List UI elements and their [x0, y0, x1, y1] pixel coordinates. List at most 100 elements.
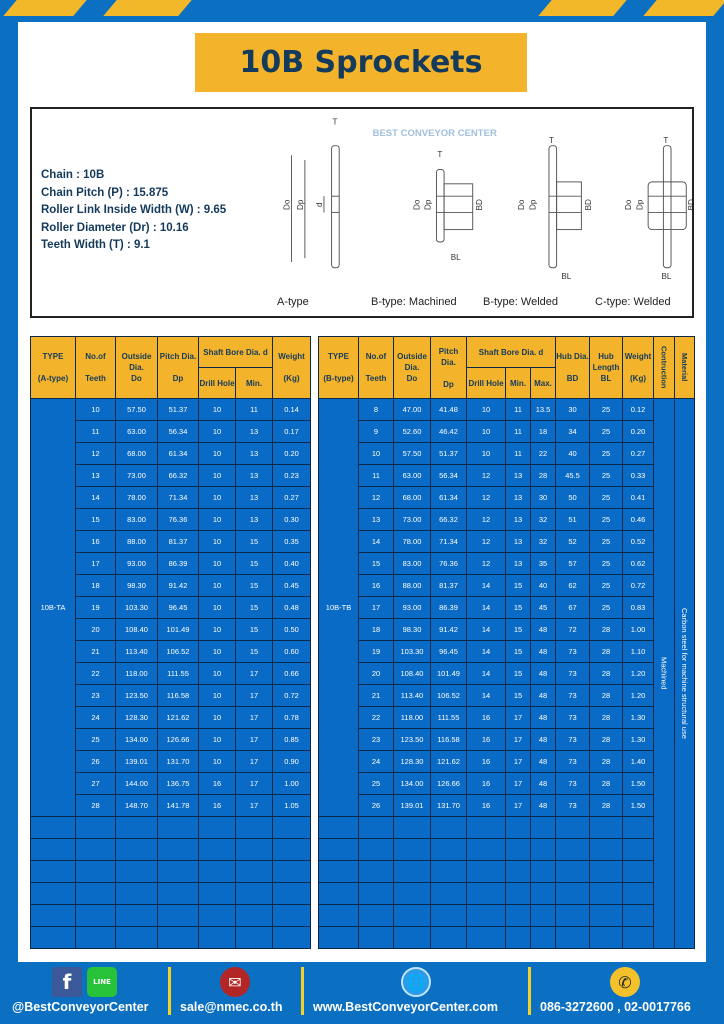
pitch-dia-cell: 51.37: [157, 398, 199, 421]
pitch-dia-cell: 76.36: [157, 508, 199, 531]
teeth-cell: 12: [75, 442, 116, 465]
empty-cell: [75, 816, 116, 839]
email-link[interactable]: sale@nmec.co.th: [180, 1000, 283, 1014]
spec-chain: Chain : 10B: [41, 169, 105, 181]
weight-cell: 0.45: [272, 574, 312, 597]
min-bore-cell: 15: [505, 684, 531, 707]
empty-cell: [466, 860, 506, 883]
empty-cell: [589, 816, 624, 839]
empty-cell: [430, 926, 467, 949]
drill-hole-cell: 10: [198, 574, 236, 597]
empty-cell: [198, 860, 236, 883]
divider: [301, 967, 304, 1015]
empty-cell: [555, 816, 591, 839]
weight-cell: 1.50: [622, 794, 655, 817]
type-cell: 10B-TA: [30, 398, 76, 817]
table-row: 28 148.70 141.78 16 17 1.05: [31, 794, 312, 817]
drill-hole-cell: 10: [198, 420, 236, 443]
outside-dia-cell: 98.30: [115, 574, 158, 597]
min-bore-cell: 13: [505, 486, 531, 509]
empty-cell: [555, 860, 591, 883]
empty-cell: [622, 904, 655, 927]
caption-c-welded: C-type: Welded: [595, 296, 671, 308]
line-icon[interactable]: LINE: [87, 967, 117, 997]
table-row: 15 83.00 76.36 10 13 0.30: [31, 508, 312, 531]
header-outside-dia: Outside Dia. Do: [393, 336, 431, 399]
max-bore-cell: 18: [529, 420, 557, 443]
pitch-dia-cell: 96.45: [430, 640, 467, 663]
teeth-cell: 16: [75, 530, 116, 553]
empty-cell: [430, 838, 467, 861]
pitch-dia-cell: 136.75: [157, 772, 199, 795]
weight-cell: 0.14: [272, 398, 312, 421]
social-handle[interactable]: @BestConveyorCenter: [12, 1000, 149, 1014]
material-cell: Carbon steel for machine structural use: [674, 398, 696, 949]
min-bore-cell: 11: [505, 420, 531, 443]
empty-cell: [358, 838, 394, 861]
pitch-dia-cell: 111.55: [157, 662, 199, 685]
table-row: 27 144.00 136.75 16 17 1.00: [31, 772, 312, 795]
weight-cell: 0.23: [272, 464, 312, 487]
empty-cell: [529, 860, 557, 883]
min-bore-cell: 11: [505, 442, 531, 465]
teeth-cell: 8: [358, 398, 394, 421]
table-row: 22 118.00 111.55 10 17 0.66: [31, 662, 312, 685]
teeth-cell: 17: [75, 552, 116, 575]
weight-cell: 0.35: [272, 530, 312, 553]
min-bore-cell: 17: [505, 750, 531, 773]
teeth-cell: 19: [75, 596, 116, 619]
empty-cell: [318, 904, 359, 927]
empty-row: [318, 926, 695, 949]
empty-cell: [157, 926, 199, 949]
empty-cell: [529, 926, 557, 949]
max-bore-cell: 13.5: [529, 398, 557, 421]
hub-length-cell: 28: [589, 662, 624, 685]
min-bore-cell: 17: [234, 706, 274, 729]
empty-cell: [466, 904, 506, 927]
pitch-dia-cell: 131.70: [157, 750, 199, 773]
outside-dia-cell: 47.00: [393, 398, 431, 421]
empty-cell: [555, 882, 591, 905]
empty-row: [318, 860, 695, 883]
table-row: 21 113.40 106.52 10 15 0.60: [31, 640, 312, 663]
spec-inside-width: Roller Link Inside Width (W) : 9.65: [41, 204, 227, 216]
label-dp: Dp: [529, 199, 538, 210]
drill-hole-cell: 10: [198, 618, 236, 641]
empty-cell: [318, 882, 359, 905]
min-bore-cell: 17: [234, 684, 274, 707]
empty-row: [30, 838, 312, 861]
hub-length-cell: 25: [589, 398, 624, 421]
header-construction: Contruction: [653, 336, 676, 399]
facebook-icon[interactable]: f: [52, 967, 82, 997]
caption-a-type: A-type: [277, 296, 309, 308]
weight-cell: 1.30: [622, 728, 655, 751]
pitch-dia-cell: 66.32: [430, 508, 467, 531]
empty-cell: [272, 860, 312, 883]
outside-dia-cell: 63.00: [115, 420, 158, 443]
empty-cell: [430, 882, 467, 905]
table-row: 11 63.00 56.34 10 13 0.17: [31, 420, 312, 443]
pitch-dia-cell: 111.55: [430, 706, 467, 729]
website-link[interactable]: www.BestConveyorCenter.com: [313, 1000, 499, 1014]
hub-length-cell: 28: [589, 706, 624, 729]
table-a-type: TYPE (A-type) No.of Teeth Outside Dia. Do Pi…: [30, 336, 312, 949]
max-bore-cell: 48: [529, 750, 557, 773]
teeth-cell: 13: [358, 508, 394, 531]
weight-cell: 0.62: [622, 552, 655, 575]
min-bore-cell: 17: [234, 750, 274, 773]
outside-dia-cell: 108.40: [115, 618, 158, 641]
weight-cell: 0.85: [272, 728, 312, 751]
drill-hole-cell: 10: [198, 662, 236, 685]
empty-cell: [589, 838, 624, 861]
hub-length-cell: 25: [589, 574, 624, 597]
teeth-cell: 14: [75, 486, 116, 509]
table-row: 19 103.30 96.45 14 15 48 73 28 1.10: [319, 640, 695, 663]
empty-row: [30, 904, 312, 927]
drill-hole-cell: 10: [198, 442, 236, 465]
hub-dia-cell: 73: [555, 684, 591, 707]
hub-dia-cell: 73: [555, 750, 591, 773]
label-t: T: [663, 136, 668, 145]
phone-number[interactable]: 086-3272600 , 02-0017766: [540, 1000, 691, 1014]
drill-hole-cell: 12: [466, 508, 506, 531]
watermark: BEST CONVEYOR CENTER: [373, 128, 497, 139]
